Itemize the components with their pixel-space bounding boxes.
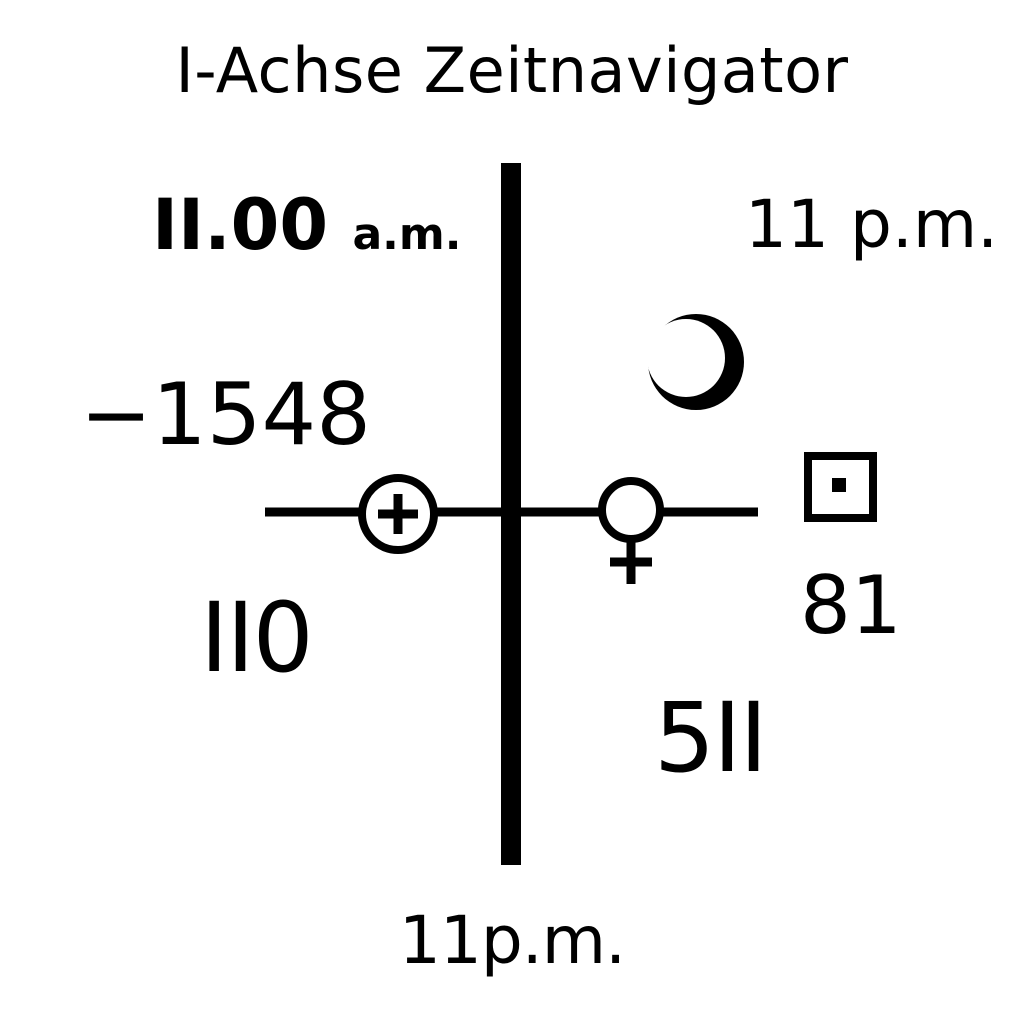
venus-icon [598,477,664,584]
bottom-time-label: 11p.m. [398,902,626,979]
boxed-dot-icon [804,452,877,522]
circled-plus-icon [358,474,438,554]
negative-year-label: −1548 [80,365,371,465]
crescent-moon-icon [647,314,744,410]
right-lower-label: 5II [654,682,768,794]
top-left-time-label: II.00 a.m. [152,190,461,260]
top-left-time-value: II.00 [152,184,329,266]
top-right-time-label: 11 p.m. [745,186,999,263]
top-left-time-suffix: a.m. [352,209,462,260]
page-title: I-Achse Zeitnavigator [175,34,849,107]
right-number-label: 81 [800,559,902,652]
left-lower-label: II0 [200,582,314,694]
